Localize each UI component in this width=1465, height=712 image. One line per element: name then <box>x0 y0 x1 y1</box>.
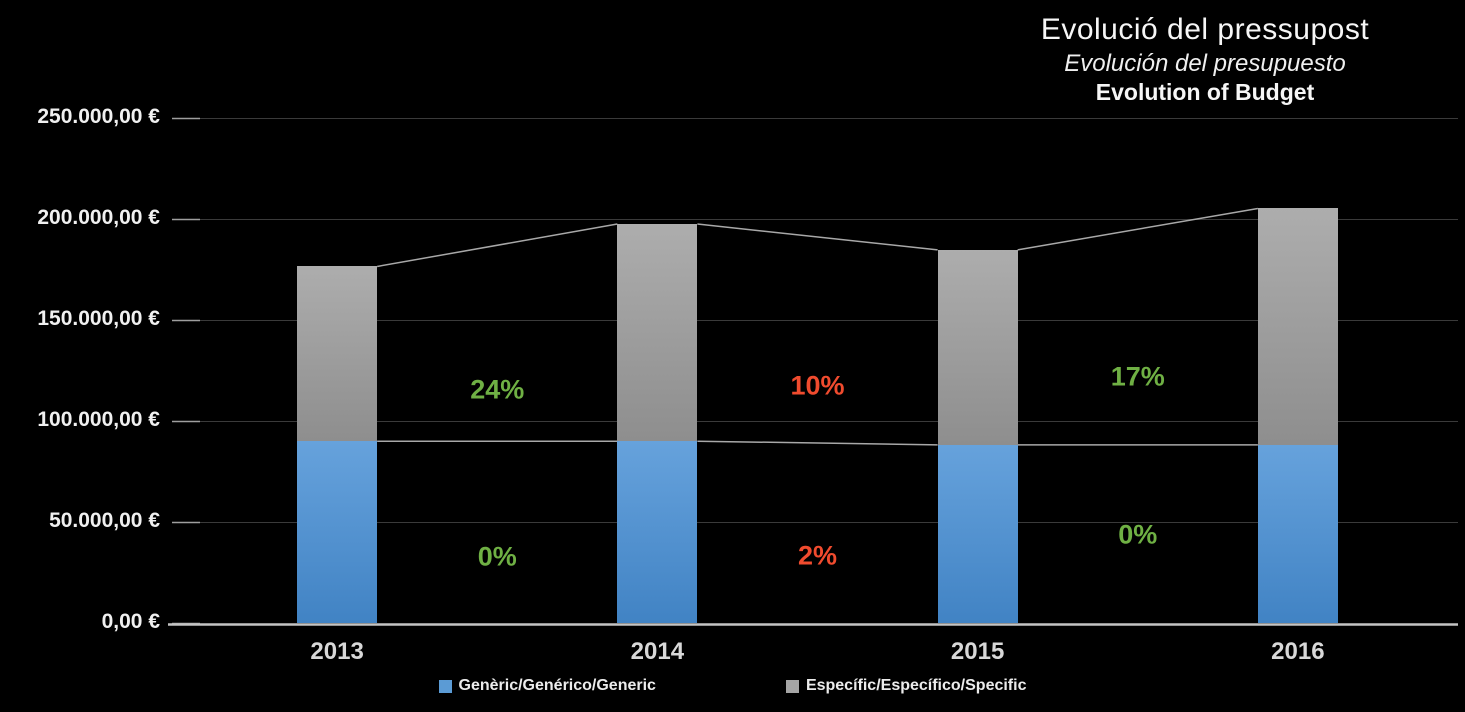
legend-label: Específic/Específico/Specific <box>805 677 1027 694</box>
pct-change-label: 24% <box>470 374 525 405</box>
bar-specific-2015 <box>937 249 1018 445</box>
y-axis-label: 0,00 € <box>101 610 160 633</box>
chart-title: Evolució del pressupost Evolución del pr… <box>875 12 1465 106</box>
y-axis-label: 250.000,00 € <box>37 105 160 128</box>
bar-specific-2016 <box>1257 208 1338 445</box>
y-axis-label: 150.000,00 € <box>37 307 160 330</box>
legend-item-specific: Específic/Específico/Specific <box>785 677 1027 695</box>
chart-title-spanish: Evolución del presupuesto <box>1064 49 1346 77</box>
total-connector-line <box>697 223 938 251</box>
y-axis-label: 200.000,00 € <box>37 206 160 229</box>
bar-generic-2016 <box>1257 444 1338 623</box>
bar-specific-2013 <box>297 266 378 442</box>
total-connector-line <box>1017 207 1259 251</box>
x-axis-label-2016: 2016 <box>1271 638 1325 665</box>
chart-title-english: Evolution of Budget <box>1095 78 1315 105</box>
y-axis-label: 50.000,00 € <box>49 509 160 532</box>
legend-item-generic: Genèric/Genérico/Generic <box>438 677 656 695</box>
x-axis-label-2013: 2013 <box>310 638 364 665</box>
x-axis-label-2014: 2014 <box>630 638 685 665</box>
chart-legend: Genèric/Genérico/Generic Específic/Especí… <box>0 677 1465 695</box>
bar-generic-2014 <box>617 441 698 623</box>
pct-change-label: 2% <box>797 540 838 571</box>
chart-title-catalan: Evolució del pressupost <box>1040 13 1370 46</box>
legend-swatch-icon <box>438 679 452 693</box>
generic-connector-line <box>697 440 938 446</box>
pct-change-label: 10% <box>790 370 845 401</box>
pct-change-label: 0% <box>477 541 517 572</box>
legend-label: Genèric/Genérico/Generic <box>458 677 656 694</box>
pct-change-label: 17% <box>1110 361 1165 392</box>
bar-generic-2013 <box>297 441 378 623</box>
bar-generic-2015 <box>937 444 1018 623</box>
legend-swatch-icon <box>785 679 799 693</box>
total-connector-line <box>376 223 618 268</box>
y-axis-label: 100.000,00 € <box>37 408 160 431</box>
bar-specific-2014 <box>617 224 698 442</box>
x-axis-label-2015: 2015 <box>950 638 1005 665</box>
pct-change-label: 0% <box>1118 519 1158 550</box>
